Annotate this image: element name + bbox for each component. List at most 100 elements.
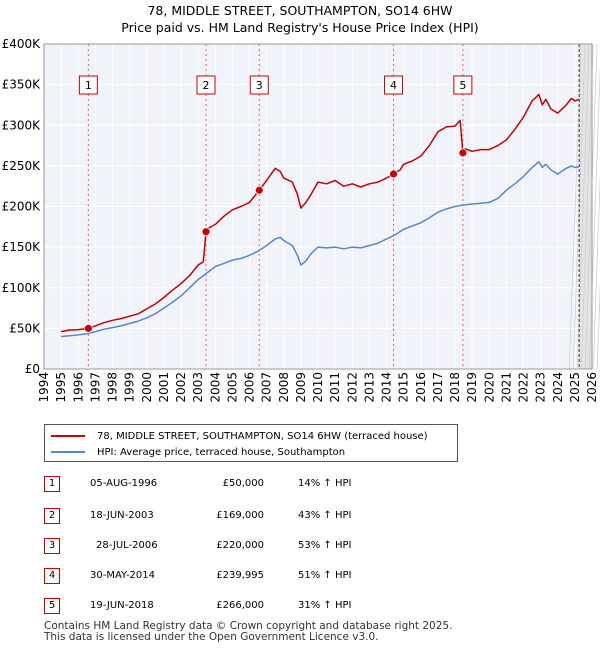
x-tick-label: 2003 [191, 372, 205, 403]
x-tick-label: 2001 [157, 372, 171, 403]
sale-point [389, 169, 398, 179]
legend-swatch-hpi [51, 451, 85, 453]
footer-licence: This data is licensed under the Open Gov… [44, 631, 379, 643]
x-tick-label: 2022 [517, 372, 531, 403]
sale-point [458, 148, 468, 158]
footer: Contains HM Land Registry data © Crown c… [44, 621, 452, 643]
price-chart: 1 2 3 4 5 £0 £50K £100K £150K £200K £250K £300K £35… [2, 37, 600, 403]
x-tick-label: 2006 [243, 372, 257, 403]
x-tick-label: 2014 [380, 372, 394, 403]
sale-point [83, 323, 93, 333]
x-tick-label: 2008 [277, 372, 291, 403]
x-tick-label: 2025 [568, 372, 582, 403]
sale-number-badge: 4 [44, 568, 60, 584]
legend-item-hpi: HPI: Average price, terraced house, Sout… [51, 445, 345, 459]
plot-frame [43, 43, 593, 370]
x-tick-label: 2020 [482, 372, 496, 403]
legend-swatch-property [51, 435, 85, 437]
sale-point [201, 227, 211, 237]
x-tick-label: 2009 [294, 372, 308, 403]
x-tick-label: 2002 [174, 372, 188, 403]
chart-subtitle: Price paid vs. HM Land Registry's House … [121, 20, 479, 35]
y-tick-label: £0 [25, 362, 40, 376]
table-row: 1 05-AUG-1996 £50,000 14% ↑ HPI [44, 474, 584, 494]
sale-date: 18-JUN-2003 [90, 510, 154, 521]
legend-item-property: 78, MIDDLE STREET, SOUTHAMPTON, SO14 6HW… [51, 429, 428, 443]
sale-hpi-change: 43% ↑ HPI [298, 510, 352, 521]
y-tick-label: £150K [2, 240, 42, 254]
x-tick-label: 1996 [71, 372, 85, 403]
future-shade [579, 44, 592, 369]
sale-hpi-change: 31% ↑ HPI [298, 600, 352, 611]
x-tick-label: 1995 [54, 372, 68, 403]
y-tick-label: £200K [2, 200, 42, 214]
series-line [61, 161, 580, 338]
sale-number-badge: 3 [44, 538, 60, 554]
y-tick-label: £350K [2, 78, 42, 92]
x-tick-label: 2019 [465, 372, 479, 403]
sale-number-badge: 5 [44, 598, 60, 614]
sale-price: £239,995 [216, 570, 264, 581]
sale-number-badge: 2 [44, 508, 60, 524]
legend-label-property: 78, MIDDLE STREET, SOUTHAMPTON, SO14 6HW… [97, 430, 428, 442]
x-tick-label: 2007 [260, 372, 274, 403]
x-tick-label: 2013 [362, 372, 376, 403]
table-row: 5 19-JUN-2018 £266,000 31% ↑ HPI [44, 596, 584, 616]
x-tick-label: 2017 [431, 372, 445, 403]
sale-date: 28-JUL-2006 [96, 540, 158, 551]
x-tick-label: 2004 [208, 372, 222, 403]
y-tick-label: £300K [2, 118, 42, 132]
y-tick-label: £100K [2, 281, 42, 295]
x-tick-label: 1998 [106, 372, 120, 403]
x-tick-label: 2012 [345, 372, 359, 403]
x-tick-label: 2016 [414, 372, 428, 403]
sale-date: 30-MAY-2014 [90, 570, 156, 581]
sale-marker-box [384, 75, 404, 95]
x-tick-label: 2015 [397, 372, 411, 403]
sale-hpi-change: 51% ↑ HPI [298, 570, 352, 581]
sale-price: £169,000 [216, 510, 264, 521]
future-hatch [592, 172, 600, 370]
future-hatch [580, 43, 594, 370]
x-tick-label: 2018 [448, 372, 462, 403]
x-tick-label: 2024 [551, 372, 565, 403]
sale-price: £266,000 [216, 600, 264, 611]
table-row: 4 30-MAY-2014 £239,995 51% ↑ HPI [44, 566, 584, 586]
x-tick-label: 2010 [311, 372, 325, 403]
x-tick-label: 1994 [37, 372, 51, 403]
x-tick-label: 2021 [499, 372, 513, 403]
sale-date: 05-AUG-1996 [90, 478, 158, 489]
marker-layer: 1 2 3 4 5 [78, 75, 473, 333]
sale-marker-box [249, 75, 269, 95]
sale-marker-number: 2 [203, 79, 210, 92]
series-line [60, 93, 580, 333]
sale-price: £50,000 [222, 478, 264, 489]
future-hatch [588, 64, 600, 370]
footer-copyright: Contains HM Land Registry data © Crown c… [44, 620, 453, 632]
table-row: 3 28-JUL-2006 £220,000 53% ↑ HPI [44, 536, 584, 556]
sale-hpi-change: 53% ↑ HPI [298, 540, 352, 551]
legend: 78, MIDDLE STREET, SOUTHAMPTON, SO14 6HW… [44, 424, 458, 462]
sale-marker-number: 5 [459, 79, 466, 92]
x-tick-label: 1999 [123, 372, 137, 403]
axis-layer: £0 £50K £100K £150K £200K £250K £300K £350K £400… [2, 37, 599, 403]
future-hatch [596, 281, 600, 370]
sale-number-badge: 1 [44, 476, 60, 492]
sale-point [254, 185, 264, 195]
shade-layer [87, 43, 600, 370]
x-tick-label: 2000 [140, 372, 154, 403]
sale-hpi-change: 14% ↑ HPI [298, 478, 352, 489]
y-tick-label: £250K [2, 159, 42, 173]
sale-marker-number: 4 [390, 79, 397, 92]
x-tick-label: 1997 [88, 372, 102, 403]
sale-marker-number: 1 [85, 79, 92, 92]
x-tick-label: 2011 [328, 372, 342, 403]
chart-title-block: 78, MIDDLE STREET, SOUTHAMPTON, SO14 6HW… [0, 2, 600, 36]
y-tick-label: £50K [9, 321, 41, 335]
future-hatch [568, 43, 582, 370]
x-tick-label: 2005 [225, 372, 239, 403]
y-tick-label: £400K [2, 37, 42, 51]
sale-marker-box [196, 75, 216, 95]
x-tick-label: 2026 [585, 372, 599, 403]
line-layer [60, 93, 580, 338]
